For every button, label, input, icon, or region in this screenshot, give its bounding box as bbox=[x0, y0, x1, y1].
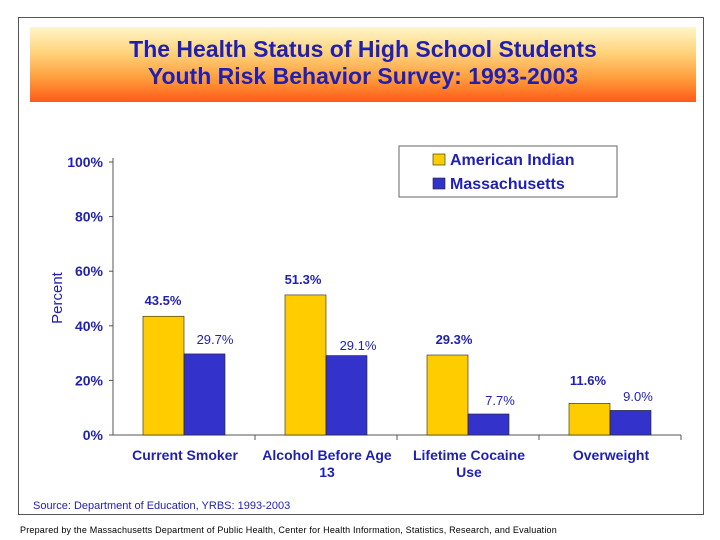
x-tick-label: 13 bbox=[319, 464, 335, 480]
bar-american-indian bbox=[142, 315, 185, 436]
x-tick-label: Use bbox=[456, 464, 482, 480]
x-tick-label: Overweight bbox=[573, 447, 650, 463]
data-label: 51.3% bbox=[285, 272, 322, 287]
chart-title-line-2: Youth Risk Behavior Survey: 1993-2003 bbox=[147, 63, 579, 89]
bar-massachusetts bbox=[467, 413, 510, 436]
bar-massachusetts bbox=[325, 355, 368, 436]
x-tick-label: Current Smoker bbox=[132, 447, 238, 463]
x-tick-label: Alcohol Before Age bbox=[262, 447, 392, 463]
bar-american-indian bbox=[284, 294, 327, 436]
data-label: 29.1% bbox=[340, 338, 377, 353]
y-tick-label: 40% bbox=[75, 318, 104, 334]
y-tick-label: 100% bbox=[67, 154, 103, 170]
legend-swatch-massachusetts bbox=[432, 177, 446, 190]
y-axis-label: Percent bbox=[49, 271, 66, 324]
data-label: 7.7% bbox=[485, 393, 515, 408]
bar-massachusetts bbox=[609, 410, 652, 436]
y-tick-label: 0% bbox=[83, 427, 104, 443]
y-tick-label: 60% bbox=[75, 263, 104, 279]
legend-label: Massachusetts bbox=[450, 176, 565, 193]
bar-massachusetts bbox=[183, 353, 226, 436]
bar-american-indian bbox=[568, 403, 611, 436]
title-banner: The Health Status of High School Student… bbox=[30, 27, 696, 102]
bar-american-indian bbox=[426, 354, 469, 436]
data-label: 11.6% bbox=[570, 373, 607, 388]
y-tick-label: 20% bbox=[75, 372, 104, 388]
legend-label: American Indian bbox=[450, 152, 574, 169]
y-tick-label: 80% bbox=[75, 209, 104, 225]
data-label: 29.3% bbox=[436, 332, 473, 347]
legend-swatch-american-indian bbox=[432, 153, 446, 166]
chart-title-line-1: The Health Status of High School Student… bbox=[129, 36, 597, 62]
data-label: 9.0% bbox=[623, 389, 653, 404]
data-label: 43.5% bbox=[145, 293, 182, 308]
source-note: Source: Department of Education, YRBS: 1… bbox=[33, 500, 291, 512]
data-label: 29.7% bbox=[197, 332, 234, 347]
footer-credit: Prepared by the Massachusetts Department… bbox=[20, 525, 557, 535]
x-tick-label: Lifetime Cocaine bbox=[413, 447, 525, 463]
